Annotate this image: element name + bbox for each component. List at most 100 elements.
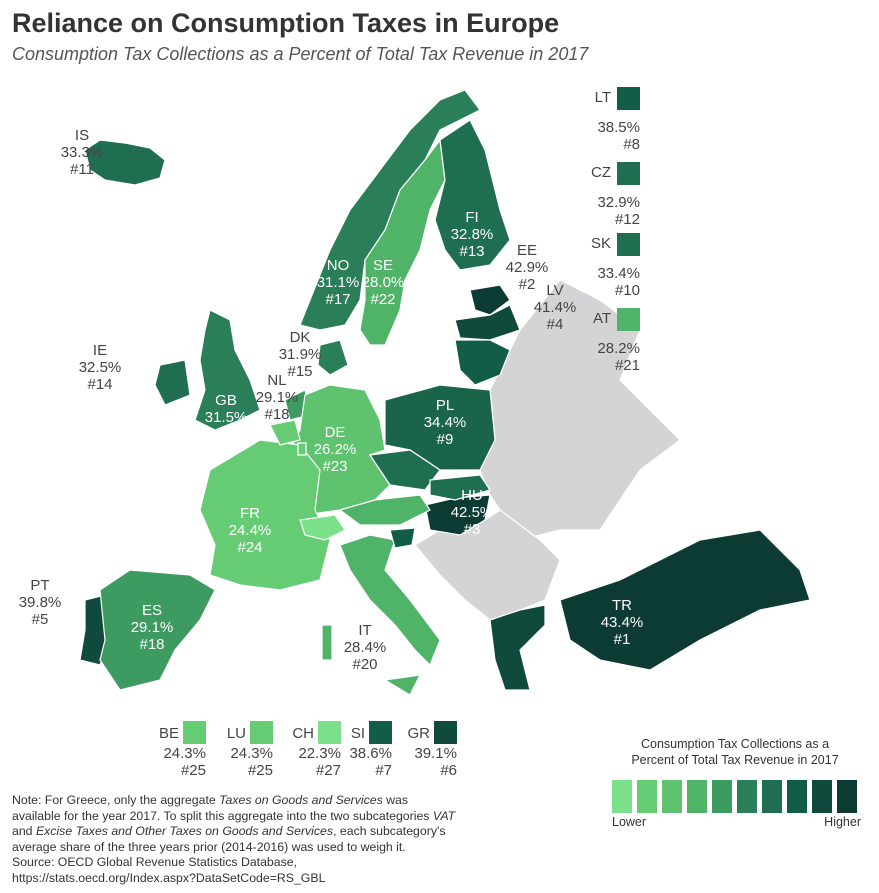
country-swatch [250,721,273,744]
country-shape [154,359,191,406]
country-swatch [183,721,206,744]
legend-swatch [762,780,782,813]
country-code: ES [142,602,162,619]
country-rank: #13 [459,243,484,260]
country-code: SK [591,235,611,252]
country-value: 42.5% [451,504,494,521]
country-rank: #18 [264,406,289,423]
country-rank: #10 [615,282,640,299]
country-rank: #25 [181,762,206,779]
country-rank: #15 [287,363,312,380]
country-rank: #23 [322,458,347,475]
country-rank: #21 [615,357,640,374]
country-rank: #17 [325,291,350,308]
country-rank: #5 [32,611,49,628]
non-data-regions [414,279,681,621]
country-value: 26.2% [314,441,357,458]
country-code: IT [358,622,371,639]
country-value: 33.4% [597,265,640,282]
country-code: NO [327,257,350,274]
country-shape [194,309,261,431]
source-text: https://stats.oecd.org/Index.aspx?DataSe… [12,870,326,885]
country-rank: #25 [248,762,273,779]
country-rank: #14 [87,376,112,393]
country-value: 43.4% [601,614,644,631]
country-shape [383,674,422,696]
country-shape [389,527,416,549]
country-rank: #9 [437,431,454,448]
country-rank: #18 [139,636,164,653]
legend-swatch [737,780,757,813]
country-rank: #6 [440,762,457,779]
note-text: VAT [432,808,456,823]
legend-swatch [612,780,632,813]
note-text: Excise Taxes and Other Taxes on Goods an… [35,824,334,838]
note-text: Taxes on Goods and Services [219,793,383,807]
country-code: PL [436,397,454,414]
country-code: FR [240,505,260,522]
note-text: , each subcategory's average share of th… [12,824,446,854]
country-shape [339,534,441,667]
country-value: 24.4% [229,522,272,539]
country-value: 31.9% [279,346,322,363]
country-value: 31.1% [317,274,360,291]
country-value: 28.0% [362,274,405,291]
country-shape [321,624,333,661]
note-text: was available for the year 2017. To spli… [12,793,433,823]
legend-title: Percent of Total Tax Revenue in 2017 [631,753,838,767]
country-swatch [617,233,640,256]
country-code: DK [290,329,311,346]
country-code: NL [267,372,286,389]
country-value: 24.3% [230,745,273,762]
legend-swatch [712,780,732,813]
country-value: 33.3% [61,144,104,161]
country-code: IS [75,127,89,144]
country-swatch [434,721,457,744]
country-value: 24.3% [163,745,206,762]
country-value: 28.4% [344,639,387,656]
country-value: 34.4% [424,414,467,431]
country-shape [454,339,511,386]
legend-swatch [837,780,857,813]
country-code: EE [517,242,537,259]
legend-swatch [637,780,657,813]
country-value: 29.1% [256,389,299,406]
country-code: CH [292,725,314,742]
country-swatch [617,308,640,331]
country-code: PT [30,577,49,594]
country-value: 29.1% [131,619,174,636]
country-rank: #7 [375,762,392,779]
country-code: LT [595,89,611,106]
country-value: 32.5% [79,359,122,376]
country-value: 38.5% [597,119,640,136]
country-rank: #4 [547,316,564,333]
legend-high: Higher [824,815,861,829]
country-shape [429,474,491,501]
country-code: AT [593,310,611,327]
country-shape [338,494,431,526]
title: Reliance on Consumption Taxes in Europe [12,8,559,38]
country-value: 39.8% [19,594,62,611]
country-code: TR [612,597,632,614]
country-swatch [318,721,341,744]
country-shape [469,284,511,316]
country-rank: #2 [519,276,536,293]
legend-swatch [812,780,832,813]
note: Note: For Greece, only the aggregate Tax… [12,793,457,855]
country-code: CZ [591,164,611,181]
note-text: and [12,824,36,838]
country-shape [434,119,511,271]
country-value: 42.9% [506,259,549,276]
country-shape [297,442,307,456]
country-shape [559,529,811,671]
country-code: FI [465,209,478,226]
country-code: IE [93,342,107,359]
note-text: Note: For Greece, only the aggregate [12,793,220,807]
country-value: 38.6% [349,745,392,762]
country-code: SE [373,257,393,274]
country-shape [299,514,346,541]
country-value: 31.5% [205,409,248,426]
legend-swatch [687,780,707,813]
country-value: 39.1% [414,745,457,762]
